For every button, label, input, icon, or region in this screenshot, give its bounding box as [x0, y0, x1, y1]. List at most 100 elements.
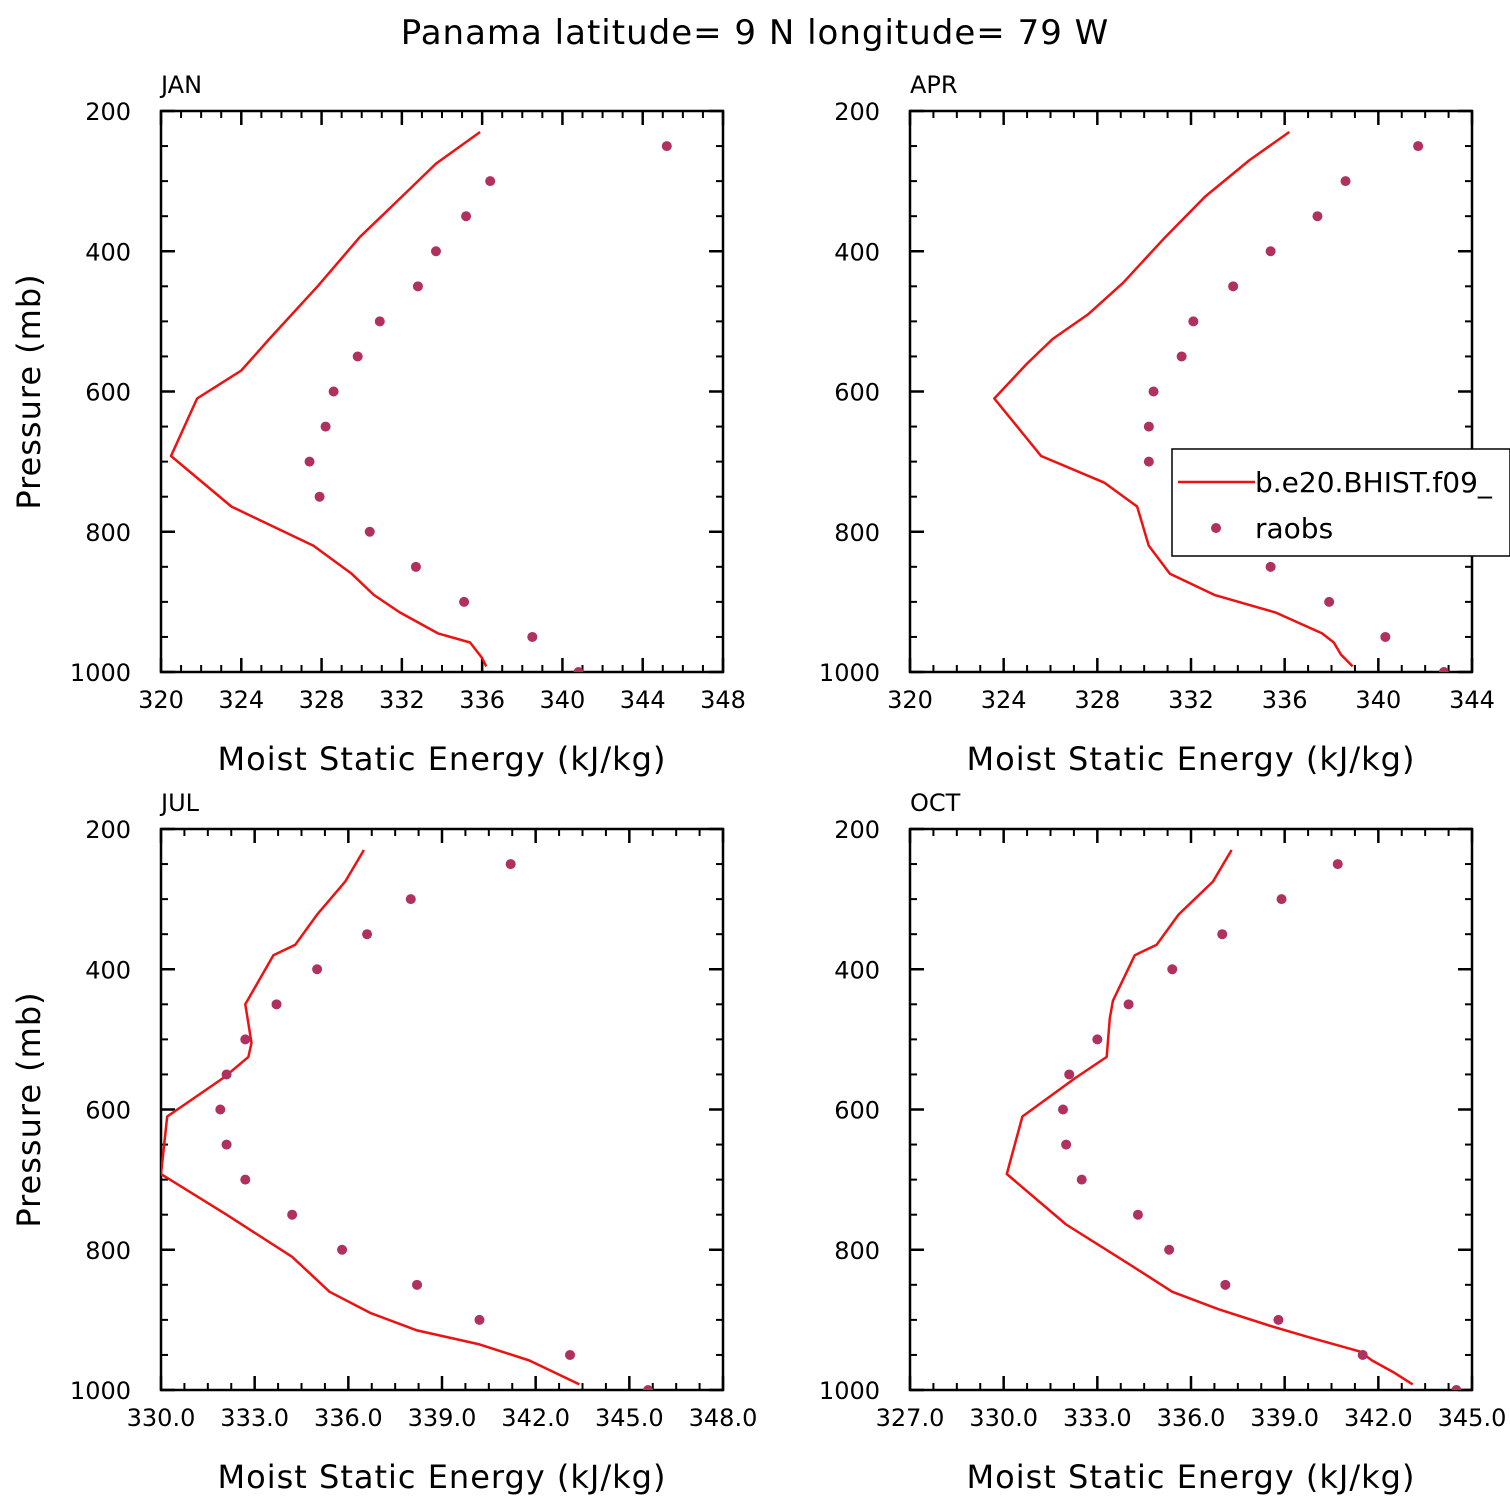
x-tick-label: 332 — [1168, 686, 1214, 714]
plot-frame — [908, 827, 1474, 1392]
raobs-point — [1228, 281, 1239, 292]
y-tick-label: 1000 — [70, 659, 131, 687]
figure-title: Panama latitude= 9 N longitude= 79 W — [401, 13, 1110, 53]
raobs-point — [320, 421, 331, 432]
x-tick-label: 345.0 — [1438, 1404, 1507, 1432]
y-tick-label: 1000 — [70, 1377, 131, 1405]
y-axis-label: Pressure (mb) — [10, 991, 48, 1227]
raobs-point — [459, 596, 470, 607]
raobs-point — [1312, 211, 1323, 222]
x-tick-label: 345.0 — [595, 1404, 664, 1432]
model-profile-line — [161, 849, 580, 1386]
x-tick-label: 332 — [379, 686, 425, 714]
plot-area — [1005, 849, 1462, 1390]
y-tick-label: 400 — [85, 238, 131, 266]
raobs-point — [328, 386, 339, 397]
x-tick-label: 339.0 — [1250, 1404, 1319, 1432]
y-tick-label: 200 — [85, 816, 131, 844]
panel-oct: OCT 327.0 330.0 333.0 336.0 339.0 342.0 345.0 20… — [819, 789, 1506, 1496]
y-tick-label: 400 — [85, 956, 131, 984]
raobs-point — [364, 526, 375, 537]
raobs-point — [1451, 1385, 1462, 1390]
raobs-point — [337, 1244, 348, 1255]
raobs-point — [461, 211, 472, 222]
panel-title: JUL — [159, 789, 200, 817]
x-tick-label: 336.0 — [314, 1404, 383, 1432]
y-tick-label: 800 — [85, 1237, 131, 1265]
legend: b.e20.BHIST.f09_raobs — [1171, 448, 1510, 557]
y-tick-label: 600 — [834, 1097, 880, 1125]
legend-box — [1171, 448, 1510, 557]
raobs-point — [1324, 596, 1335, 607]
y-tick-label: 200 — [834, 816, 880, 844]
raobs-point — [1061, 1139, 1072, 1150]
x-tick-label: 320 — [138, 686, 184, 714]
raobs-point — [374, 316, 385, 327]
raobs-point — [1273, 1314, 1284, 1325]
y-tick-label: 400 — [834, 238, 880, 266]
x-axis-label: Moist Static Energy (kJ/kg) — [967, 1458, 1416, 1496]
legend-label-raobs: raobs — [1255, 512, 1333, 545]
y-tick-label: 800 — [85, 519, 131, 547]
raobs-point — [485, 176, 496, 187]
x-axis-label: Moist Static Energy (kJ/kg) — [218, 740, 667, 778]
x-tick-label: 333.0 — [1063, 1404, 1132, 1432]
raobs-point — [1332, 859, 1343, 870]
model-profile-line — [993, 130, 1354, 668]
raobs-point — [1188, 316, 1199, 327]
raobs-point — [1064, 1069, 1075, 1080]
raobs-point — [240, 1174, 251, 1185]
raobs-point — [430, 246, 441, 257]
raobs-point — [215, 1104, 226, 1115]
panel-title: APR — [910, 71, 958, 99]
legend-label-model: b.e20.BHIST.f09_ — [1255, 466, 1493, 499]
raobs-point — [643, 1385, 654, 1390]
plot-frame — [159, 827, 725, 1392]
x-axis-label: Moist Static Energy (kJ/kg) — [967, 740, 1416, 778]
raobs-point — [1143, 421, 1154, 432]
y-tick-label: 400 — [834, 956, 880, 984]
x-tick-label: 330.0 — [127, 1404, 196, 1432]
x-tick-label: 342.0 — [1344, 1404, 1413, 1432]
raobs-point — [240, 1034, 251, 1045]
plot-frame — [159, 109, 725, 674]
raobs-point — [1176, 351, 1187, 362]
panels: JAN 320 324 328 332 336 340 344 348 200 400 600 800 1… — [10, 71, 1506, 1496]
x-tick-label: 324 — [218, 686, 264, 714]
y-tick-label: 600 — [85, 379, 131, 407]
y-tick-label: 1000 — [819, 1377, 880, 1405]
panel-jan: JAN 320 324 328 332 336 340 344 348 200 400 600 800 1… — [10, 71, 746, 778]
raobs-point — [405, 894, 416, 905]
x-tick-label: 336 — [1262, 686, 1308, 714]
x-tick-label: 344 — [620, 686, 666, 714]
plot-area — [169, 130, 672, 672]
raobs-point — [1167, 964, 1178, 975]
x-axis-label: Moist Static Energy (kJ/kg) — [218, 1458, 667, 1496]
panel-title: JAN — [159, 71, 202, 99]
plot-frame — [908, 109, 1474, 674]
x-tick-label: 330.0 — [969, 1404, 1038, 1432]
x-tick-label: 348.0 — [689, 1404, 758, 1432]
raobs-point — [573, 667, 584, 672]
raobs-point — [1265, 561, 1276, 572]
x-tick-label: 327.0 — [876, 1404, 945, 1432]
x-tick-label: 320 — [887, 686, 933, 714]
x-tick-label: 339.0 — [408, 1404, 477, 1432]
y-tick-label: 1000 — [819, 659, 880, 687]
raobs-point — [1357, 1349, 1368, 1360]
legend-marker-swatch — [1211, 523, 1221, 533]
raobs-point — [1380, 631, 1391, 642]
raobs-point — [505, 859, 516, 870]
raobs-point — [661, 141, 672, 152]
x-tick-label: 328 — [299, 686, 345, 714]
x-tick-label: 340 — [1355, 686, 1401, 714]
raobs-point — [1438, 667, 1449, 672]
raobs-point — [1413, 141, 1424, 152]
raobs-point — [1148, 386, 1159, 397]
x-tick-label: 348 — [700, 686, 746, 714]
x-tick-label: 333.0 — [220, 1404, 289, 1432]
raobs-point — [1276, 894, 1287, 905]
raobs-point — [1340, 176, 1351, 187]
raobs-point — [221, 1139, 232, 1150]
